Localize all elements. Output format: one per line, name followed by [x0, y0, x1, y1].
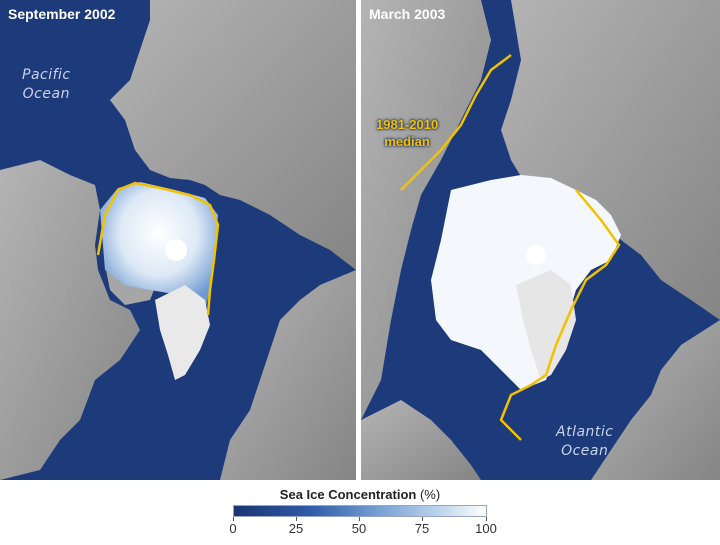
legend-unit: (%) — [419, 487, 441, 502]
land-south-left-right — [361, 400, 481, 480]
map-svg-right — [361, 0, 720, 480]
land-north-america-right — [361, 0, 491, 420]
median-line-left — [96, 181, 220, 316]
legend-tick-label: 100 — [475, 521, 497, 536]
legend-tick — [233, 517, 234, 521]
legend-colorbar — [233, 505, 487, 517]
legend-tick — [422, 517, 423, 521]
pole-hole-right — [526, 245, 546, 265]
legend-tick-label: 0 — [229, 521, 237, 536]
legend-tick-label: 50 — [351, 521, 367, 536]
legend-title: Sea Ice Concentration (%) — [0, 487, 720, 502]
median-line-right — [400, 54, 621, 441]
land-europe-left — [220, 270, 356, 480]
land-siberia-left — [110, 0, 356, 270]
map-svg-left — [0, 0, 356, 480]
land-siberia-right — [501, 0, 720, 320]
label-median: 1981-2010 median — [376, 117, 439, 149]
legend-tick-label: 75 — [414, 521, 430, 536]
map-september-2002: September 2002 Pacific Ocean — [0, 0, 356, 480]
legend-tick-label: 25 — [288, 521, 304, 536]
legend-tick — [359, 517, 360, 521]
legend-tick — [296, 517, 297, 521]
legend-title-text: Sea Ice Concentration — [279, 487, 417, 502]
panel-title-right: March 2003 — [369, 6, 446, 22]
land-north-america-left — [0, 160, 140, 480]
sea-ice-left — [100, 182, 218, 310]
legend-tick — [486, 517, 487, 521]
label-atlantic-ocean: Atlantic Ocean — [556, 424, 614, 459]
panel-divider — [356, 0, 361, 480]
label-pacific-ocean: Pacific Ocean — [22, 67, 71, 102]
panel-title-left: September 2002 — [8, 6, 116, 22]
land-greenland-right — [516, 270, 576, 380]
pole-hole-left — [165, 239, 187, 261]
land-greenland-left — [155, 285, 210, 380]
land-europe-right — [591, 320, 720, 480]
map-march-2003: March 2003 Atlantic Ocean — [361, 0, 720, 480]
